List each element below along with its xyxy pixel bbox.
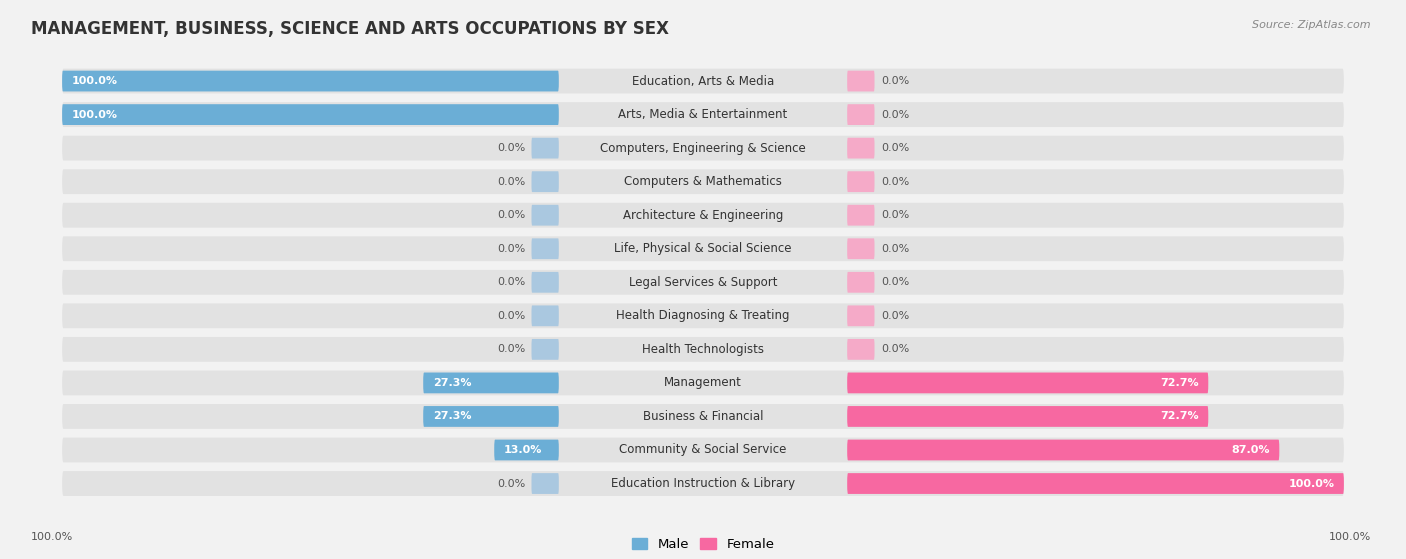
FancyBboxPatch shape [531,272,558,293]
Text: 87.0%: 87.0% [1232,445,1270,455]
FancyBboxPatch shape [848,473,1344,494]
Text: Arts, Media & Entertainment: Arts, Media & Entertainment [619,108,787,121]
FancyBboxPatch shape [848,104,875,125]
FancyBboxPatch shape [848,439,1279,461]
FancyBboxPatch shape [495,439,558,461]
Text: Education, Arts & Media: Education, Arts & Media [631,74,775,88]
Text: 0.0%: 0.0% [496,143,524,153]
Text: 27.3%: 27.3% [433,378,471,388]
Text: 0.0%: 0.0% [496,210,524,220]
FancyBboxPatch shape [62,69,1344,93]
FancyBboxPatch shape [848,238,875,259]
Text: Management: Management [664,376,742,390]
FancyBboxPatch shape [848,70,875,92]
FancyBboxPatch shape [62,471,1344,496]
FancyBboxPatch shape [531,305,558,326]
Text: Computers, Engineering & Science: Computers, Engineering & Science [600,141,806,155]
Text: 100.0%: 100.0% [1288,479,1334,489]
FancyBboxPatch shape [848,372,1208,394]
FancyBboxPatch shape [62,70,558,92]
Text: 0.0%: 0.0% [882,143,910,153]
FancyBboxPatch shape [848,272,875,293]
Text: 0.0%: 0.0% [882,76,910,86]
Text: 0.0%: 0.0% [882,244,910,254]
FancyBboxPatch shape [62,136,1344,160]
Text: Life, Physical & Social Science: Life, Physical & Social Science [614,242,792,255]
FancyBboxPatch shape [848,205,875,226]
FancyBboxPatch shape [848,305,875,326]
Text: 0.0%: 0.0% [882,344,910,354]
FancyBboxPatch shape [62,304,1344,328]
Text: MANAGEMENT, BUSINESS, SCIENCE AND ARTS OCCUPATIONS BY SEX: MANAGEMENT, BUSINESS, SCIENCE AND ARTS O… [31,20,669,37]
FancyBboxPatch shape [423,406,558,427]
Text: 100.0%: 100.0% [31,532,73,542]
Text: 0.0%: 0.0% [496,344,524,354]
Text: 0.0%: 0.0% [496,177,524,187]
FancyBboxPatch shape [531,238,558,259]
Legend: Male, Female: Male, Female [626,533,780,556]
FancyBboxPatch shape [531,339,558,360]
Text: 13.0%: 13.0% [503,445,543,455]
Text: 0.0%: 0.0% [882,210,910,220]
FancyBboxPatch shape [62,203,1344,228]
Text: Legal Services & Support: Legal Services & Support [628,276,778,289]
FancyBboxPatch shape [62,169,1344,194]
FancyBboxPatch shape [62,438,1344,462]
Text: 0.0%: 0.0% [882,110,910,120]
FancyBboxPatch shape [531,473,558,494]
Text: 72.7%: 72.7% [1160,378,1199,388]
Text: 0.0%: 0.0% [496,311,524,321]
Text: 0.0%: 0.0% [496,277,524,287]
FancyBboxPatch shape [62,104,558,125]
Text: 72.7%: 72.7% [1160,411,1199,421]
Text: 100.0%: 100.0% [1329,532,1371,542]
Text: 0.0%: 0.0% [882,277,910,287]
Text: Health Diagnosing & Treating: Health Diagnosing & Treating [616,309,790,323]
Text: Computers & Mathematics: Computers & Mathematics [624,175,782,188]
FancyBboxPatch shape [531,171,558,192]
Text: 100.0%: 100.0% [72,76,118,86]
FancyBboxPatch shape [62,371,1344,395]
FancyBboxPatch shape [62,337,1344,362]
Text: 0.0%: 0.0% [882,177,910,187]
Text: Community & Social Service: Community & Social Service [619,443,787,457]
Text: Source: ZipAtlas.com: Source: ZipAtlas.com [1253,20,1371,30]
Text: 0.0%: 0.0% [496,479,524,489]
FancyBboxPatch shape [62,270,1344,295]
Text: 0.0%: 0.0% [882,311,910,321]
Text: Architecture & Engineering: Architecture & Engineering [623,209,783,222]
FancyBboxPatch shape [531,138,558,159]
FancyBboxPatch shape [62,404,1344,429]
Text: 100.0%: 100.0% [72,110,118,120]
Text: Health Technologists: Health Technologists [643,343,763,356]
FancyBboxPatch shape [848,339,875,360]
FancyBboxPatch shape [62,236,1344,261]
FancyBboxPatch shape [62,102,1344,127]
FancyBboxPatch shape [531,205,558,226]
Text: Business & Financial: Business & Financial [643,410,763,423]
FancyBboxPatch shape [423,372,558,394]
Text: 27.3%: 27.3% [433,411,471,421]
FancyBboxPatch shape [848,406,1208,427]
FancyBboxPatch shape [848,171,875,192]
FancyBboxPatch shape [848,138,875,159]
Text: Education Instruction & Library: Education Instruction & Library [612,477,794,490]
Text: 0.0%: 0.0% [496,244,524,254]
